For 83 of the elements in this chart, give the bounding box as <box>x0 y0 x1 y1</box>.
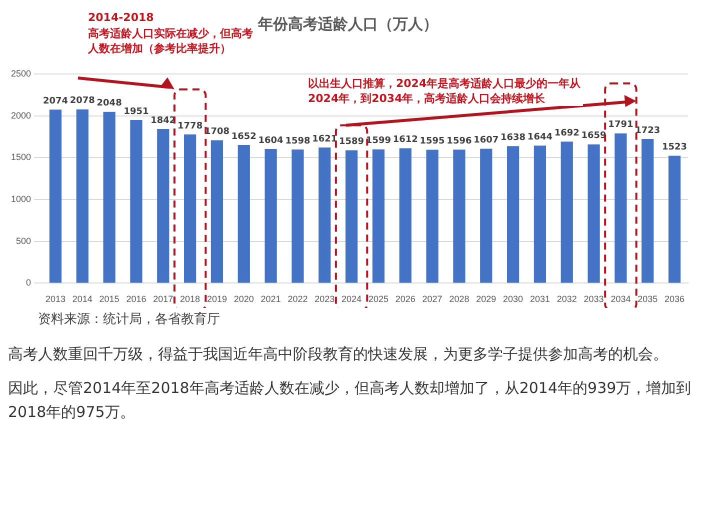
x-tick-label: 2032 <box>556 294 577 304</box>
x-tick-label: 2027 <box>422 294 442 304</box>
data-label: 1621 <box>312 134 338 144</box>
bar <box>614 133 627 283</box>
y-tick-label: 2500 <box>10 68 32 78</box>
bar <box>345 150 358 283</box>
data-label: 1598 <box>285 136 310 146</box>
bar <box>210 140 224 283</box>
text: 2014-2018 <box>88 10 155 25</box>
text: 因此，尽管2014年至2018年高考适龄人数在减少，但高考人数却增加了，从2014年的939万，增加到2018年的975万。 <box>8 378 692 423</box>
bar <box>184 134 196 283</box>
x-tick-label: 2013 <box>45 294 66 304</box>
data-label: 1644 <box>527 132 552 142</box>
x-tick-label: 2028 <box>449 294 470 304</box>
bar <box>588 144 600 283</box>
x-tick-label: 2029 <box>476 294 496 304</box>
chart-title: 年份高考适龄人口（万人） <box>257 14 438 33</box>
data-label: 1612 <box>392 135 418 146</box>
data-label: 1723 <box>635 126 660 136</box>
data-label: 1791 <box>608 120 634 130</box>
bar <box>264 148 277 283</box>
bar <box>372 149 385 283</box>
data-label: 2074 <box>42 96 68 106</box>
y-tick-label: 2000 <box>10 110 32 120</box>
bar <box>668 156 681 283</box>
bar <box>534 146 546 283</box>
y-tick-label: 1500 <box>10 152 32 162</box>
data-label: 1652 <box>231 132 256 142</box>
data-label: 1778 <box>178 121 203 132</box>
x-tick-label: 2023 <box>314 294 335 304</box>
data-label: 1708 <box>204 127 230 138</box>
x-tick-label: 2036 <box>664 294 685 304</box>
y-tick-label: 0 <box>26 278 32 288</box>
data-label: 1523 <box>662 142 688 153</box>
data-label: 1951 <box>124 106 149 117</box>
x-tick-label: 2021 <box>260 294 281 304</box>
text: 资料来源：统计局，各省教育厅 <box>38 310 221 328</box>
x-tick-label: 2034 <box>610 294 631 304</box>
data-label: 2078 <box>70 96 95 106</box>
x-tick-label: 2016 <box>126 294 146 304</box>
x-tick-label: 2019 <box>206 294 227 304</box>
x-tick-label: 2031 <box>530 294 550 304</box>
x-tick-label: 2014 <box>72 294 92 304</box>
data-label: 2048 <box>96 98 122 109</box>
bar <box>130 120 142 283</box>
bar <box>103 112 116 283</box>
x-tick-label: 2018 <box>180 294 200 304</box>
bar <box>238 144 250 283</box>
x-tick-label: 2020 <box>234 294 254 304</box>
x-tick-label: 2024 <box>342 294 362 304</box>
data-label: 1596 <box>446 136 472 146</box>
bar <box>292 149 304 283</box>
x-tick-label: 2015 <box>99 294 120 304</box>
data-label: 1595 <box>420 136 445 147</box>
bar <box>399 148 412 283</box>
data-label: 1589 <box>339 137 364 148</box>
y-tick-label: 500 <box>16 236 32 246</box>
bar <box>480 148 492 283</box>
bar <box>426 150 438 283</box>
bar <box>506 146 520 283</box>
text: 高考人数重回千万级，得益于我国近年高中阶段教育的快速发展，为更多学子提供参加高考的机会。 <box>8 344 669 365</box>
x-tick-label: 2022 <box>288 294 308 304</box>
bar <box>560 142 573 283</box>
data-label: 1659 <box>581 131 606 142</box>
bar <box>642 139 654 283</box>
x-tick-label: 2030 <box>503 294 524 304</box>
x-tick-label: 2025 <box>368 294 388 304</box>
bar <box>318 148 331 283</box>
x-tick-label: 2017 <box>153 294 174 304</box>
data-label: 1607 <box>474 136 499 146</box>
x-tick-label: 2033 <box>584 294 604 304</box>
y-tick-label: 1000 <box>10 194 32 204</box>
data-label: 1604 <box>258 136 284 146</box>
bar <box>453 150 466 283</box>
annotation: 以出生人口推算，2024年是高考适龄人口最少的一年从2024年，到2034年，高考适龄人口会持续增长 <box>308 76 583 106</box>
bar <box>157 129 170 283</box>
x-tick-label: 2035 <box>638 294 658 304</box>
text: 高考适龄人口实际在减少，但高考人数在增加（参考比率提升） <box>88 26 253 56</box>
data-label: 1692 <box>554 128 580 138</box>
bar <box>49 110 62 283</box>
x-tick-label: 2026 <box>395 294 416 304</box>
bar <box>76 109 88 283</box>
data-label: 1638 <box>500 132 526 143</box>
